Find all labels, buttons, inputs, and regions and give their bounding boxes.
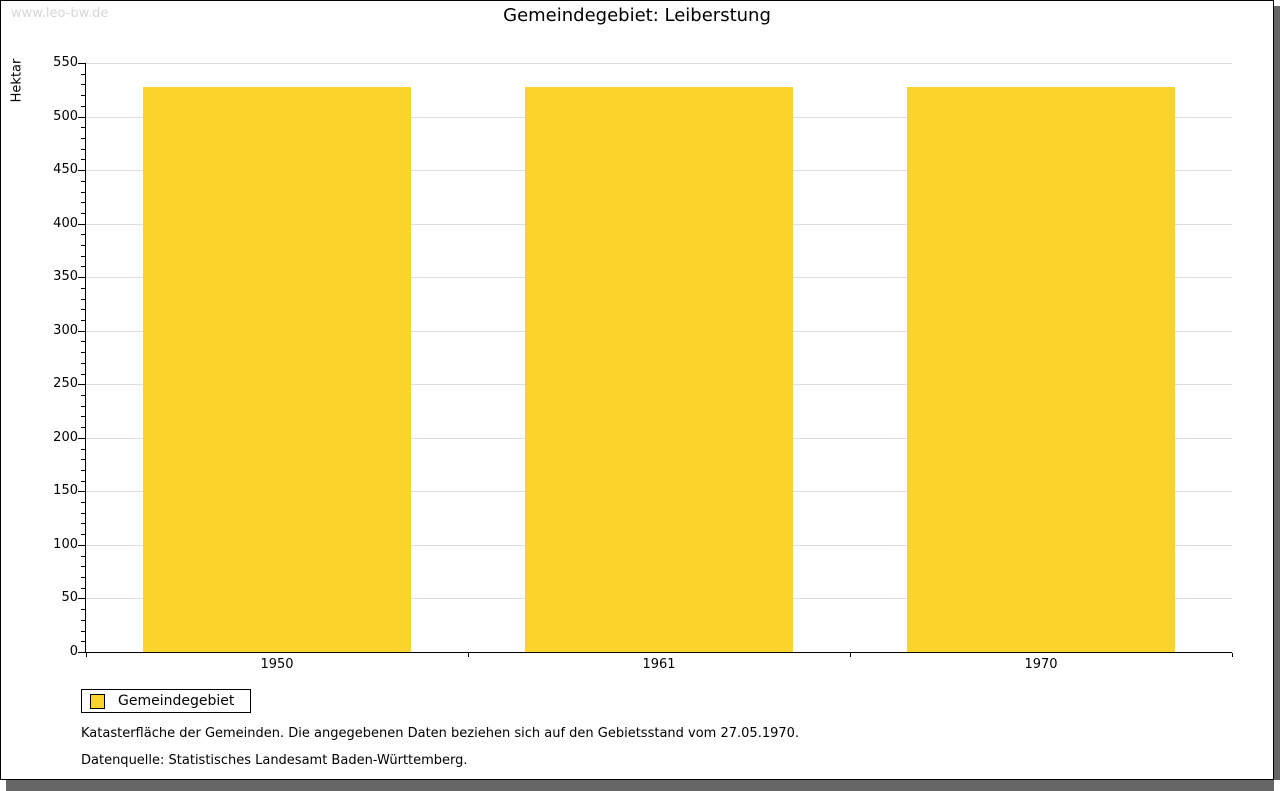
- x-axis-tick: [468, 653, 469, 657]
- bar-1970: [907, 87, 1175, 652]
- y-axis-minor-tick: [81, 309, 85, 310]
- y-axis-minor-tick: [81, 609, 85, 610]
- y-axis-minor-tick: [81, 523, 85, 524]
- y-axis-minor-tick: [81, 470, 85, 471]
- y-axis-major-tick: [78, 652, 85, 653]
- y-tick-label: 250: [53, 376, 78, 391]
- bar-1961: [525, 87, 793, 652]
- x-tick-label-1970: 1970: [1024, 657, 1058, 672]
- watermark-text: www.leo-bw.de: [11, 6, 109, 21]
- y-axis-minor-tick: [81, 641, 85, 642]
- y-tick-label: 100: [53, 537, 78, 552]
- y-axis-minor-tick: [81, 74, 85, 75]
- y-axis-minor-tick: [81, 234, 85, 235]
- plot-area: 0 50 100 150 200 250 300 350 400 450 500 550 1950 196…: [53, 55, 1233, 672]
- y-axis-minor-tick: [81, 192, 85, 193]
- y-axis-minor-tick: [81, 320, 85, 321]
- y-axis-minor-tick: [81, 299, 85, 300]
- y-axis-minor-tick: [81, 202, 85, 203]
- x-axis-tick: [1232, 653, 1233, 657]
- frame-shadow-bottom: [6, 780, 1274, 791]
- y-axis-minor-tick: [81, 245, 85, 246]
- y-axis-minor-tick: [81, 266, 85, 267]
- y-tick-label: 350: [53, 269, 78, 284]
- y-axis-major-tick: [78, 224, 85, 225]
- legend-label: Gemeindegebiet: [118, 693, 235, 709]
- legend-swatch-gemeindegebiet: [90, 693, 105, 709]
- y-axis-minor-tick: [81, 502, 85, 503]
- y-axis-major-tick: [78, 598, 85, 599]
- y-axis-major-tick: [78, 331, 85, 332]
- y-axis-major-tick: [78, 117, 85, 118]
- y-axis-major-tick: [78, 63, 85, 64]
- y-gridline: [86, 63, 1232, 64]
- y-tick-label: 150: [53, 483, 78, 498]
- y-axis-minor-tick: [81, 288, 85, 289]
- y-axis-major-tick: [78, 545, 85, 546]
- y-axis-minor-tick: [81, 159, 85, 160]
- y-axis-minor-tick: [81, 341, 85, 342]
- y-axis-minor-tick: [81, 352, 85, 353]
- x-axis-tick: [850, 653, 851, 657]
- y-axis-major-tick: [78, 170, 85, 171]
- y-tick-label: 300: [53, 323, 78, 338]
- frame-shadow-right: [1274, 6, 1280, 780]
- y-axis-minor-tick: [81, 556, 85, 557]
- y-axis-minor-tick: [81, 588, 85, 589]
- y-axis-minor-tick: [81, 620, 85, 621]
- y-tick-label: 550: [53, 55, 78, 70]
- y-axis-minor-tick: [81, 631, 85, 632]
- y-axis-minor-tick: [81, 127, 85, 128]
- chart-title: Gemeindegebiet: Leiberstung: [503, 5, 771, 26]
- y-axis-minor-tick: [81, 95, 85, 96]
- y-axis-minor-tick: [81, 256, 85, 257]
- footnote-data-source: Datenquelle: Statistisches Landesamt Bad…: [81, 753, 468, 768]
- y-tick-label: 450: [53, 162, 78, 177]
- y-axis-minor-tick: [81, 395, 85, 396]
- y-axis-minor-tick: [81, 106, 85, 107]
- y-axis-major-tick: [78, 438, 85, 439]
- x-tick-label-1961: 1961: [642, 657, 676, 672]
- y-axis-minor-tick: [81, 149, 85, 150]
- x-tick-label-1950: 1950: [260, 657, 294, 672]
- y-axis-minor-tick: [81, 427, 85, 428]
- y-axis-minor-tick: [81, 513, 85, 514]
- bar-1950: [143, 87, 411, 652]
- y-axis-minor-tick: [81, 84, 85, 85]
- y-axis-minor-tick: [81, 481, 85, 482]
- y-axis-minor-tick: [81, 138, 85, 139]
- y-axis-minor-tick: [81, 406, 85, 407]
- footnote-source-note: Katasterfläche der Gemeinden. Die angege…: [81, 726, 800, 741]
- y-axis-minor-tick: [81, 416, 85, 417]
- legend-box: Gemeindegebiet: [81, 689, 252, 713]
- y-axis-major-tick: [78, 277, 85, 278]
- y-tick-label: 200: [53, 430, 78, 445]
- y-axis-minor-tick: [81, 566, 85, 567]
- y-axis-minor-tick: [81, 374, 85, 375]
- x-axis-tick: [86, 653, 87, 657]
- y-axis-minor-tick: [81, 449, 85, 450]
- y-tick-label: 50: [61, 590, 78, 605]
- y-axis-minor-tick: [81, 459, 85, 460]
- y-axis-major-tick: [78, 491, 85, 492]
- y-axis-major-tick: [78, 384, 85, 385]
- y-axis-minor-tick: [81, 363, 85, 364]
- y-tick-label: 0: [69, 644, 78, 659]
- y-tick-label: 400: [53, 216, 78, 231]
- y-axis-minor-tick: [81, 213, 85, 214]
- y-tick-label: 500: [53, 109, 78, 124]
- y-axis-minor-tick: [81, 577, 85, 578]
- y-axis-minor-tick: [81, 181, 85, 182]
- y-axis-minor-tick: [81, 534, 85, 535]
